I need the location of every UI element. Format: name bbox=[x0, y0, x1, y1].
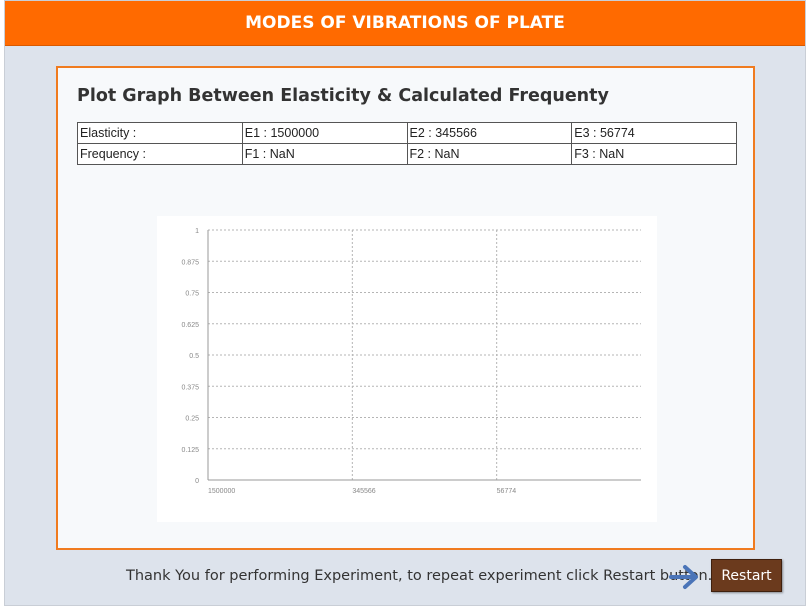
y-tick-label: 0 bbox=[195, 478, 199, 485]
y-tick-label: 0.75 bbox=[185, 291, 199, 298]
y-tick-label: 0.125 bbox=[181, 447, 199, 454]
y-tick-label: 0.25 bbox=[185, 416, 199, 423]
y-tick-label: 0.625 bbox=[181, 322, 199, 329]
table-cell: E1 : 1500000 bbox=[241, 122, 408, 144]
footer-message: Thank You for performing Experiment, to … bbox=[126, 568, 713, 584]
table-cell: Elasticity : bbox=[77, 122, 243, 144]
x-tick-label: 345566 bbox=[352, 488, 375, 495]
app-window: MODES OF VIBRATIONS OF PLATE Plot Graph … bbox=[4, 0, 806, 606]
table-cell: F3 : NaN bbox=[571, 143, 737, 165]
arrow-right-icon bbox=[669, 565, 698, 589]
y-tick-label: 0.875 bbox=[181, 259, 199, 266]
title-bar: MODES OF VIBRATIONS OF PLATE bbox=[5, 1, 805, 46]
chart: 0 0.125 0.25 0.375 0.5 0.625 0.75 0.875 1 1500000… bbox=[157, 216, 657, 522]
x-tick-label: 1500000 bbox=[208, 488, 235, 495]
table-row: Elasticity : E1 : 1500000 E2 : 345566 E3… bbox=[77, 122, 737, 144]
table-row: Frequency : F1 : NaN F2 : NaN F3 : NaN bbox=[77, 143, 737, 165]
y-tick-label: 0.375 bbox=[181, 384, 199, 391]
panel-title: Plot Graph Between Elasticity & Calculat… bbox=[77, 86, 609, 106]
table-cell: E3 : 56774 bbox=[571, 122, 737, 144]
table-cell: Frequency : bbox=[77, 143, 243, 165]
table-cell: F1 : NaN bbox=[241, 143, 408, 165]
table-cell: F2 : NaN bbox=[406, 143, 573, 165]
x-tick-label: 56774 bbox=[497, 488, 517, 495]
values-table: Elasticity : E1 : 1500000 E2 : 345566 E3… bbox=[77, 122, 737, 165]
page-title: MODES OF VIBRATIONS OF PLATE bbox=[245, 13, 565, 33]
y-tick-label: 1 bbox=[195, 228, 199, 235]
y-tick-label: 0.5 bbox=[189, 353, 199, 360]
restart-button[interactable]: Restart bbox=[711, 559, 782, 592]
table-cell: E2 : 345566 bbox=[406, 122, 573, 144]
chart-canvas: 0 0.125 0.25 0.375 0.5 0.625 0.75 0.875 1 1500000… bbox=[181, 228, 641, 495]
graph-panel: Plot Graph Between Elasticity & Calculat… bbox=[56, 66, 755, 550]
